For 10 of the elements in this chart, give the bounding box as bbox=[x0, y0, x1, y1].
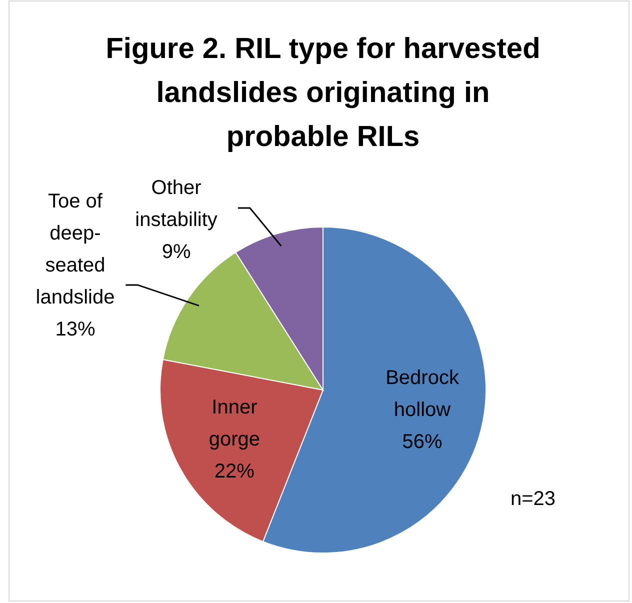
slice-label: Other instability bbox=[135, 176, 218, 231]
data-label: 13% bbox=[55, 318, 96, 340]
slice-label: Toe of deep-seated landslide bbox=[36, 190, 115, 308]
chart-title: Figure 2. RIL type for harvested landslides originating in probable RILs bbox=[106, 33, 540, 153]
slice-label: Inner gorge bbox=[208, 396, 260, 451]
data-label: 22% bbox=[214, 460, 255, 483]
slice-label: Bedrock hollow bbox=[386, 366, 460, 421]
data-label: 56% bbox=[402, 430, 442, 453]
text: n=23 bbox=[510, 488, 556, 510]
data-label: 9% bbox=[162, 240, 191, 263]
